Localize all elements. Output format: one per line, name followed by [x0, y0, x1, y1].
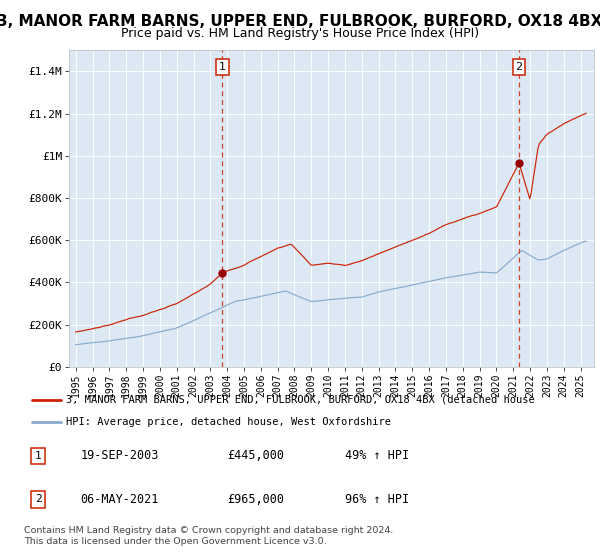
Text: 2: 2 [35, 494, 41, 505]
Text: 3, MANOR FARM BARNS, UPPER END, FULBROOK, BURFORD, OX18 4BX (detached house: 3, MANOR FARM BARNS, UPPER END, FULBROOK… [66, 395, 535, 405]
Text: 1: 1 [35, 451, 41, 461]
Text: 06-MAY-2021: 06-MAY-2021 [80, 493, 159, 506]
Text: HPI: Average price, detached house, West Oxfordshire: HPI: Average price, detached house, West… [66, 417, 391, 427]
Text: £445,000: £445,000 [227, 449, 284, 463]
Text: 49% ↑ HPI: 49% ↑ HPI [346, 449, 410, 463]
Text: 3, MANOR FARM BARNS, UPPER END, FULBROOK, BURFORD, OX18 4BX: 3, MANOR FARM BARNS, UPPER END, FULBROOK… [0, 14, 600, 29]
Text: 96% ↑ HPI: 96% ↑ HPI [346, 493, 410, 506]
Text: 2: 2 [515, 62, 523, 72]
Text: Contains HM Land Registry data © Crown copyright and database right 2024.
This d: Contains HM Land Registry data © Crown c… [24, 526, 394, 546]
Text: 1: 1 [219, 62, 226, 72]
Text: 19-SEP-2003: 19-SEP-2003 [80, 449, 159, 463]
Text: £965,000: £965,000 [227, 493, 284, 506]
Text: Price paid vs. HM Land Registry's House Price Index (HPI): Price paid vs. HM Land Registry's House … [121, 27, 479, 40]
